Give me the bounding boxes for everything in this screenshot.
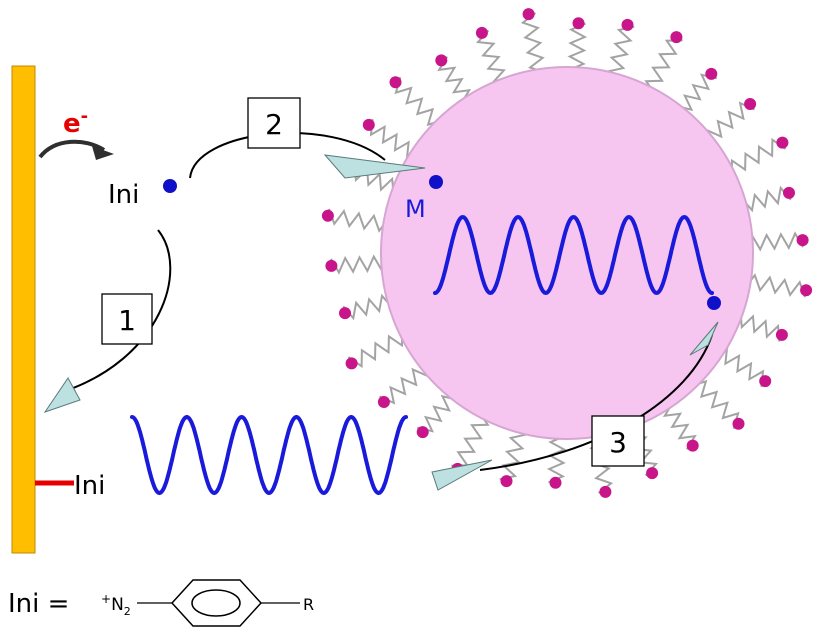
step-2-label: 2 bbox=[265, 108, 283, 141]
benzene-ring bbox=[170, 579, 263, 627]
step-3-arrowhead bbox=[431, 459, 493, 491]
surfactant-head bbox=[377, 396, 390, 408]
surfactant-head bbox=[572, 17, 585, 30]
formula-lhs: Ini = bbox=[8, 589, 69, 619]
surfactant-head bbox=[389, 76, 402, 89]
micelle-core bbox=[380, 66, 754, 440]
initiator-radical-dot bbox=[163, 179, 177, 193]
step-3-arrow-tail bbox=[689, 321, 719, 356]
step-1-arrowhead bbox=[43, 377, 81, 413]
step-1-label: 1 bbox=[118, 304, 136, 337]
surfactant-head bbox=[522, 8, 535, 21]
surfactant-head bbox=[776, 136, 789, 149]
surfactant-head bbox=[345, 357, 358, 370]
surfactant-head bbox=[732, 417, 745, 430]
surfactant-head bbox=[416, 426, 429, 439]
step-2-arrowhead bbox=[323, 154, 426, 179]
surfactant-head bbox=[549, 476, 562, 489]
electron-label: e- bbox=[63, 106, 88, 139]
growing-polymer-chain bbox=[433, 214, 714, 296]
monomer-label: M bbox=[405, 195, 426, 223]
surfactant-head bbox=[744, 98, 757, 110]
electrode bbox=[11, 65, 36, 554]
surfactant-head bbox=[800, 284, 813, 297]
surfactant-head bbox=[646, 467, 659, 480]
formula-diazonium: +N2 bbox=[101, 592, 131, 618]
surfactant-head bbox=[775, 328, 788, 341]
surfactant-head bbox=[621, 18, 634, 31]
surfactant-head bbox=[475, 26, 488, 39]
surfactant-head bbox=[435, 54, 448, 67]
electron-transfer-arrowhead bbox=[92, 146, 114, 160]
chain-end-radical-dot bbox=[707, 296, 721, 310]
surfactant-head bbox=[796, 234, 809, 247]
surfactant-head bbox=[321, 209, 334, 222]
initiator-formula: Ini = +N2 R bbox=[8, 579, 314, 627]
surfactant-head bbox=[339, 307, 351, 320]
step-1-arrow bbox=[43, 229, 172, 413]
step-2-arrow bbox=[189, 132, 426, 179]
surfactant-head bbox=[325, 259, 338, 272]
benzene-ring-inner bbox=[191, 589, 241, 617]
surfactant-head bbox=[599, 485, 612, 498]
grafted-initiator-label: Ini bbox=[74, 471, 105, 501]
grafted-polymer-chain bbox=[130, 414, 408, 496]
electron-transfer: e- bbox=[38, 106, 114, 160]
monomer-radical-dot bbox=[429, 175, 443, 189]
step-2-box bbox=[247, 97, 301, 149]
step-3-label: 3 bbox=[609, 426, 627, 459]
surfactant-head bbox=[686, 439, 699, 452]
surfactant-head bbox=[759, 375, 772, 388]
initiator-radical-label: Ini bbox=[108, 180, 139, 210]
surfactant-head bbox=[705, 67, 718, 80]
step-3-box bbox=[591, 415, 645, 467]
surfactant-head bbox=[500, 475, 513, 488]
step-1-box bbox=[101, 293, 153, 345]
formula-substituent: R bbox=[303, 595, 314, 614]
surfactant-head bbox=[362, 118, 375, 131]
surfactant-head bbox=[670, 31, 683, 44]
surfactant-head bbox=[783, 186, 795, 199]
electron-transfer-arrow bbox=[38, 139, 106, 159]
